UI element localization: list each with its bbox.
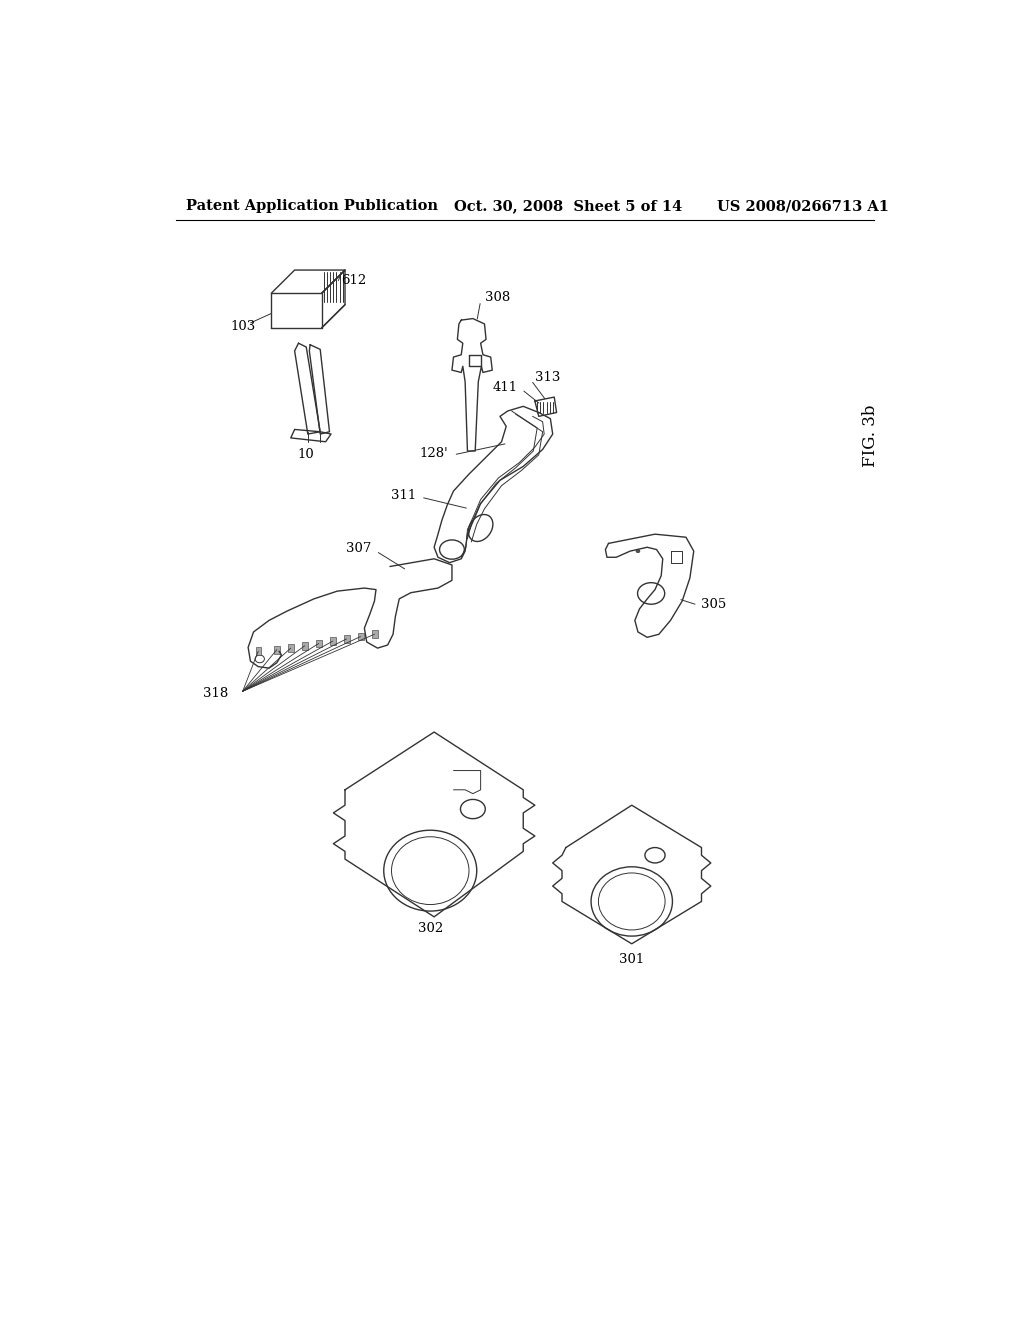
Bar <box>302 642 308 649</box>
Text: 302: 302 <box>418 921 442 935</box>
Text: 307: 307 <box>346 543 372 556</box>
Text: Oct. 30, 2008  Sheet 5 of 14: Oct. 30, 2008 Sheet 5 of 14 <box>454 199 682 213</box>
Text: 612: 612 <box>341 273 367 286</box>
Text: 318: 318 <box>204 686 228 700</box>
Text: 103: 103 <box>230 319 255 333</box>
Text: US 2008/0266713 A1: US 2008/0266713 A1 <box>717 199 889 213</box>
Bar <box>344 635 349 643</box>
Bar <box>358 632 364 640</box>
Text: 308: 308 <box>484 290 510 304</box>
Bar <box>372 631 378 638</box>
Text: 301: 301 <box>620 953 644 966</box>
Text: Patent Application Publication: Patent Application Publication <box>186 199 438 213</box>
Bar <box>274 645 280 653</box>
Text: 128': 128' <box>419 446 449 459</box>
Text: 411: 411 <box>493 380 518 393</box>
Bar <box>289 644 294 652</box>
Bar <box>331 638 336 645</box>
Ellipse shape <box>636 549 640 553</box>
Text: 305: 305 <box>701 598 727 611</box>
Bar <box>316 640 322 647</box>
Text: FIG. 3b: FIG. 3b <box>862 404 879 467</box>
Text: 10: 10 <box>298 449 314 462</box>
Text: 313: 313 <box>535 371 560 384</box>
Bar <box>256 647 261 655</box>
Text: 311: 311 <box>391 490 417 502</box>
